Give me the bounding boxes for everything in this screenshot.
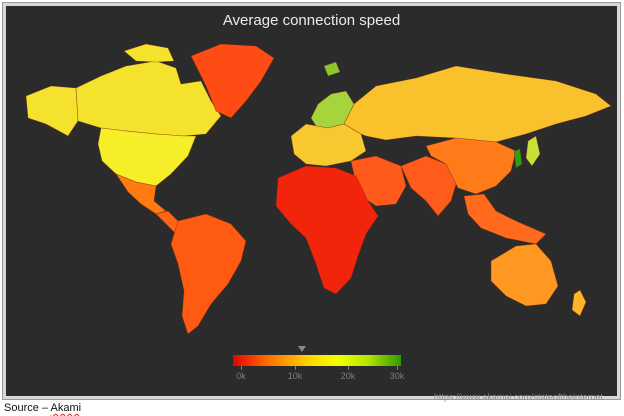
map-title: Average connection speed <box>222 12 401 29</box>
map-panel: Average connection speed <box>6 6 617 402</box>
region-korea <box>513 148 523 169</box>
region-usa <box>97 127 197 187</box>
legend-tick-mark <box>348 366 349 370</box>
speed-color-legend <box>233 355 401 366</box>
world-choropleth-map <box>25 43 612 335</box>
legend-marker-icon <box>298 346 306 352</box>
source-prefix: Source – <box>4 402 51 414</box>
region-africa <box>275 165 379 295</box>
legend-tick-mark <box>241 366 242 370</box>
legend-tick-label: 10k <box>287 371 303 381</box>
region-greenland <box>190 43 275 119</box>
legend-tick-label: 0k <box>236 371 246 381</box>
region-canada-islands <box>123 43 175 63</box>
legend-tick-label: 20k <box>340 371 356 381</box>
region-svalbard <box>323 61 341 77</box>
figure-frame: Average connection speed <box>2 2 621 402</box>
legend-tick-label: 30k <box>389 371 405 381</box>
legend-tick-mark <box>295 366 296 370</box>
source-url: https://www.akamai.com/stateoftheinterne… <box>433 392 603 402</box>
region-se-asia <box>463 193 547 245</box>
source-name: Akami <box>50 402 82 414</box>
region-australia <box>490 243 559 307</box>
region-russia <box>343 65 612 143</box>
legend-tick-mark <box>397 366 398 370</box>
region-south-asia <box>400 155 459 217</box>
source-caption: Source – Akami <box>4 402 81 414</box>
region-mexico <box>115 173 167 215</box>
region-japan <box>525 135 541 167</box>
region-alaska <box>25 85 79 137</box>
region-europe <box>290 123 367 167</box>
region-new-zealand <box>571 289 587 317</box>
region-china <box>425 137 517 195</box>
region-south-america <box>170 213 247 335</box>
